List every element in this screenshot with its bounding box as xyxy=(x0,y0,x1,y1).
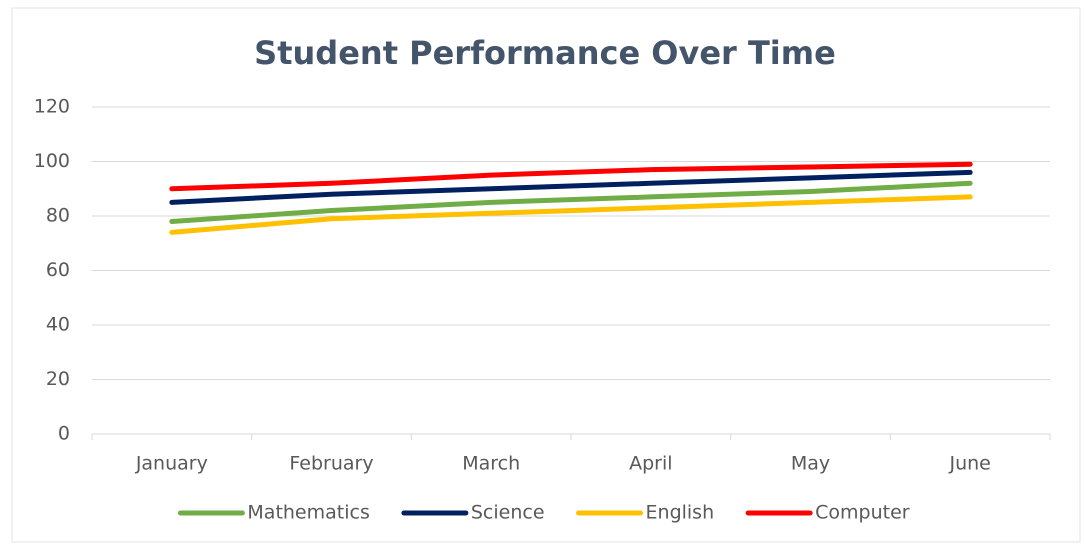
x-tick-label: April xyxy=(629,453,672,475)
y-tick-label: 120 xyxy=(34,96,70,118)
x-tick-label: May xyxy=(791,453,830,475)
legend-label: Science xyxy=(471,502,545,524)
x-tick-label: June xyxy=(948,453,990,475)
y-tick-label: 100 xyxy=(34,150,70,172)
y-tick-label: 80 xyxy=(46,205,70,227)
chart: Student Performance Over Time 0 20 40 60 80 1… xyxy=(0,0,1086,546)
y-tick-label: 40 xyxy=(46,314,70,336)
x-tick-label: March xyxy=(462,453,520,475)
legend-label: Computer xyxy=(815,502,910,524)
chart-title: Student Performance Over Time xyxy=(254,34,836,72)
x-tick-label: February xyxy=(289,453,373,475)
legend-label: English xyxy=(646,502,715,524)
y-tick-label: 0 xyxy=(58,423,70,445)
x-tick-label: January xyxy=(135,453,208,475)
y-tick-label: 20 xyxy=(46,368,70,390)
legend-label: Mathematics xyxy=(247,502,369,524)
y-tick-label: 60 xyxy=(46,259,70,281)
